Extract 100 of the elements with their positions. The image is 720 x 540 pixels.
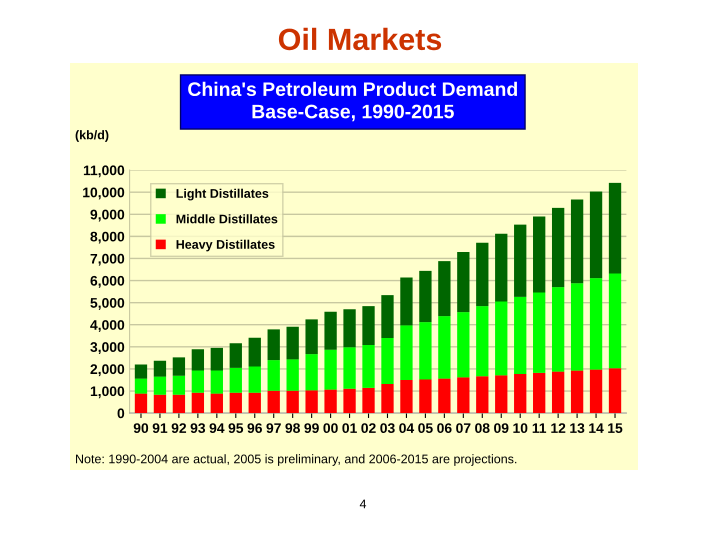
x-tick-label: 03: [380, 423, 395, 434]
bar: [230, 368, 242, 393]
x-tick-label: 98: [285, 423, 300, 434]
x-tick-label: 09: [494, 423, 508, 434]
bar: [343, 388, 356, 414]
text: 4: [360, 500, 366, 508]
bar: [362, 388, 375, 414]
x-tick-label: 15: [608, 423, 622, 434]
x-tick-label: 99: [304, 423, 319, 434]
bar: [286, 359, 299, 391]
bar: [268, 390, 280, 414]
bar: [172, 376, 186, 395]
y-tick-label: 10,000: [83, 188, 124, 200]
bar: [172, 357, 186, 376]
bar: [570, 283, 584, 371]
bar: [533, 372, 546, 414]
bar: [381, 384, 394, 414]
bar: [476, 242, 488, 306]
bar: [495, 234, 508, 302]
y-tick-label: 8,000: [90, 232, 124, 244]
bar: [305, 390, 318, 414]
bar: [438, 378, 451, 414]
bar: [248, 338, 261, 366]
bar: [248, 392, 261, 414]
x-tick-label: 93: [190, 423, 206, 434]
bar: [343, 347, 356, 389]
x-tick-label: 97: [266, 423, 281, 434]
bar: [305, 354, 318, 390]
bar: [192, 370, 204, 393]
x-tick-label: 07: [456, 423, 470, 434]
x-tick-label: 00: [323, 423, 338, 434]
bar: [134, 378, 148, 394]
bar: [533, 216, 546, 292]
bar: [343, 309, 356, 348]
bar: [154, 360, 166, 377]
bar: [438, 261, 451, 316]
bar: [590, 370, 602, 414]
chart-title: Oil Markets: [278, 28, 442, 50]
y-axis-title: (kb/d): [76, 130, 108, 142]
x-tick-label: 11: [532, 423, 546, 433]
bar: [457, 252, 470, 312]
bar: [590, 278, 602, 370]
bar: [514, 224, 526, 297]
x-tick-label: 92: [172, 423, 186, 434]
x-tick-label: 90: [134, 423, 148, 434]
bar: [419, 322, 432, 380]
y-tick-label: 11,000: [84, 165, 124, 178]
bar: [457, 312, 470, 378]
bar: [286, 326, 299, 360]
bar: [324, 350, 337, 390]
x-tick-label: 14: [589, 423, 604, 433]
bar: [400, 277, 413, 326]
x-tick-label: 95: [228, 423, 244, 434]
bar: [438, 316, 451, 379]
y-tick-label: 4,000: [90, 320, 124, 332]
x-tick-label: 02: [361, 423, 376, 434]
bar: [268, 329, 280, 360]
bar: [495, 302, 508, 376]
bar: [457, 377, 470, 414]
bar: [154, 376, 166, 395]
bar: [514, 374, 526, 414]
bar: [324, 390, 337, 414]
y-tick-label: 2,000: [90, 364, 124, 376]
bar: [305, 319, 318, 354]
y-tick-label: 3,000: [90, 342, 124, 354]
bar: [570, 370, 584, 414]
y-tick-label: 9,000: [90, 210, 124, 222]
bar: [400, 380, 413, 414]
bar: [134, 394, 148, 414]
x-tick-label: 94: [210, 423, 224, 434]
bar: [419, 270, 432, 322]
x-tick-label: 13: [570, 423, 584, 434]
bar: [381, 338, 394, 384]
x-tick-label: 06: [437, 423, 452, 434]
bar: [608, 368, 622, 414]
x-tick-label: 91: [152, 423, 168, 434]
x-tick-label: 08: [475, 423, 490, 434]
bar: [324, 312, 337, 350]
bar: [514, 296, 526, 374]
bar: [210, 370, 223, 394]
bar: [248, 366, 261, 393]
bar: [400, 325, 413, 380]
bar: [154, 394, 166, 414]
y-tick-label: 6,000: [90, 276, 124, 288]
legend-label: Middle Distillates: [176, 214, 278, 224]
bar: [362, 306, 375, 346]
x-tick-label: 01: [342, 423, 357, 434]
bar: [381, 295, 394, 338]
bar: [210, 348, 223, 370]
text: Note: 1990-2004 are actual, 2005 is preliminary, and 2006-2015 are projections.: [76, 454, 516, 466]
x-tick-label: 05: [418, 423, 433, 434]
legend-label: Light Distillates: [176, 188, 268, 200]
legend-label: Heavy Distillates: [176, 240, 275, 252]
bar: [552, 287, 564, 372]
bar: [608, 182, 622, 274]
bar: [210, 394, 223, 414]
bar: [134, 364, 148, 379]
bar: [172, 394, 186, 414]
bar: [192, 392, 204, 414]
y-tick-label: 5,000: [90, 298, 124, 310]
